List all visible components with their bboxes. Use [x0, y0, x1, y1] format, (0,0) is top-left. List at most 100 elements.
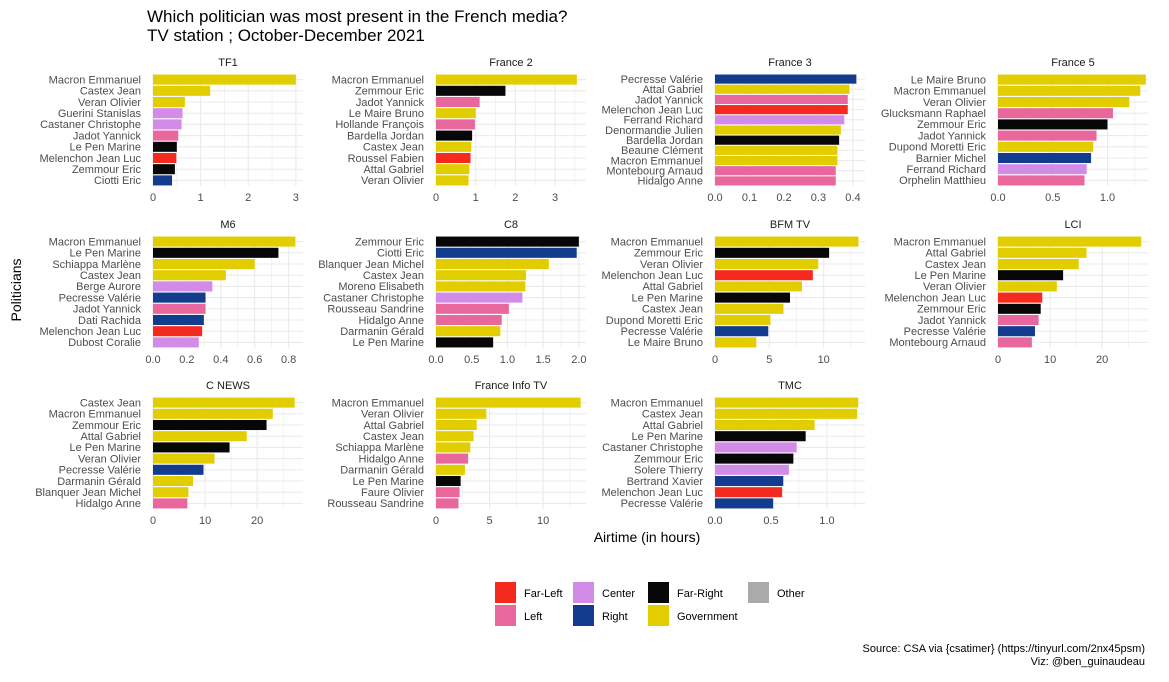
bar: [715, 475, 784, 487]
x-tick-label: 0.1: [742, 192, 757, 204]
bar: [998, 164, 1087, 175]
bar: [436, 487, 460, 498]
bar: [436, 292, 523, 303]
facet-title: France Info TV: [475, 380, 548, 392]
bar: [715, 453, 794, 464]
bar: [715, 176, 836, 186]
x-tick-label: 0: [712, 354, 718, 366]
category-tick-label: Ferrand Richard: [624, 115, 703, 127]
category-tick-label: Attal Gabriel: [642, 281, 703, 293]
bar: [436, 498, 459, 509]
category-tick-label: Veran Olivier: [78, 453, 141, 465]
category-tick-label: Zemmour Eric: [634, 453, 704, 465]
category-tick-label: Solere Thierry: [634, 465, 703, 477]
category-tick-label: Jadot Yannick: [635, 94, 704, 106]
bar: [153, 175, 173, 186]
bar: [153, 270, 226, 281]
bar: [715, 464, 789, 475]
x-tick-label: 10: [818, 354, 830, 366]
facet-title: C8: [504, 219, 518, 231]
bar: [998, 141, 1094, 152]
bar: [436, 431, 474, 442]
category-tick-label: Attal Gabriel: [80, 431, 141, 443]
category-tick-label: Castex Jean: [363, 270, 424, 282]
x-tick-label: 0.5: [1045, 192, 1060, 204]
category-tick-label: Attal Gabriel: [925, 248, 986, 260]
category-tick-label: Barnier Michel: [916, 153, 986, 165]
facet-title: M6: [220, 219, 235, 231]
category-tick-label: Castaner Christophe: [323, 292, 424, 304]
x-tick-label: 5: [487, 515, 493, 527]
facet-title: TF1: [218, 57, 238, 69]
bar: [715, 155, 838, 166]
facet-title: TMC: [778, 380, 802, 392]
category-tick-label: Melenchon Jean Luc: [601, 104, 703, 116]
bar: [153, 281, 213, 292]
category-tick-label: Zemmour Eric: [917, 119, 987, 131]
category-tick-label: Macron Emmanuel: [49, 236, 141, 248]
bar: [715, 397, 859, 408]
category-tick-label: Macron Emmanuel: [332, 397, 424, 409]
category-tick-label: Veran Olivier: [361, 175, 424, 187]
bar: [998, 119, 1108, 130]
category-tick-label: Ciotti Eric: [377, 248, 425, 260]
category-tick-label: Attal Gabriel: [642, 84, 703, 96]
bar: [436, 74, 577, 85]
bar: [436, 85, 506, 96]
bar: [153, 130, 179, 141]
bar: [436, 119, 475, 130]
legend-item: Far-Right: [648, 582, 723, 603]
bar: [153, 236, 296, 247]
category-tick-label: Macron Emmanuel: [611, 236, 703, 248]
category-tick-label: Le Pen Marine: [69, 248, 141, 260]
legend-item: Other: [748, 582, 805, 603]
category-tick-label: Montebourg Arnaud: [889, 337, 986, 349]
bar: [436, 326, 501, 337]
category-tick-label: Blanquer Jean Michel: [318, 259, 424, 271]
category-tick-label: Melenchon Jean Luc: [39, 326, 141, 338]
x-tick-label: 10: [199, 515, 211, 527]
category-tick-label: Darmanin Gérald: [57, 476, 141, 488]
bar: [436, 270, 526, 281]
x-tick-label: 1.0: [819, 515, 834, 527]
bar: [998, 326, 1035, 337]
x-tick-label: 1: [473, 192, 479, 204]
category-tick-label: Veran Olivier: [640, 259, 703, 271]
category-tick-label: Pecresse Valérie: [621, 74, 703, 86]
category-tick-label: Roussel Fabien: [348, 153, 424, 165]
category-tick-label: Veran Olivier: [923, 97, 986, 109]
bar: [715, 270, 813, 281]
bar: [715, 236, 859, 247]
bar: [436, 130, 473, 141]
bar: [153, 74, 296, 85]
legend-item: Government: [648, 605, 738, 626]
bar: [436, 408, 487, 419]
bar: [153, 431, 247, 442]
category-tick-label: Hidalgo Anne: [359, 453, 424, 465]
category-tick-label: Denormandie Julien: [605, 125, 703, 137]
category-tick-label: Pecresse Valérie: [621, 498, 703, 510]
bar: [715, 337, 757, 348]
category-tick-label: Guerini Stanislas: [58, 108, 142, 120]
bar: [436, 141, 472, 152]
category-tick-label: Ferrand Richard: [907, 164, 986, 176]
x-tick-label: 3: [552, 192, 558, 204]
category-tick-label: Castex Jean: [363, 142, 424, 154]
x-tick-label: 0.6: [247, 354, 262, 366]
bar: [715, 258, 819, 270]
legend-swatch: [573, 605, 594, 626]
legend-swatch: [495, 582, 516, 603]
x-tick-label: 10: [537, 515, 549, 527]
category-tick-label: Veran Olivier: [78, 97, 141, 109]
chart-title-line-1: Which politician was most present in the…: [147, 7, 567, 26]
category-tick-label: Le Pen Marine: [352, 476, 424, 488]
category-tick-label: Schiappa Marlène: [335, 442, 424, 454]
bar: [153, 337, 199, 348]
category-tick-label: Darmanin Gérald: [340, 326, 424, 338]
bar: [153, 96, 185, 108]
category-tick-label: Dupond Moretti Eric: [606, 315, 704, 327]
category-tick-label: Macron Emmanuel: [611, 155, 703, 167]
